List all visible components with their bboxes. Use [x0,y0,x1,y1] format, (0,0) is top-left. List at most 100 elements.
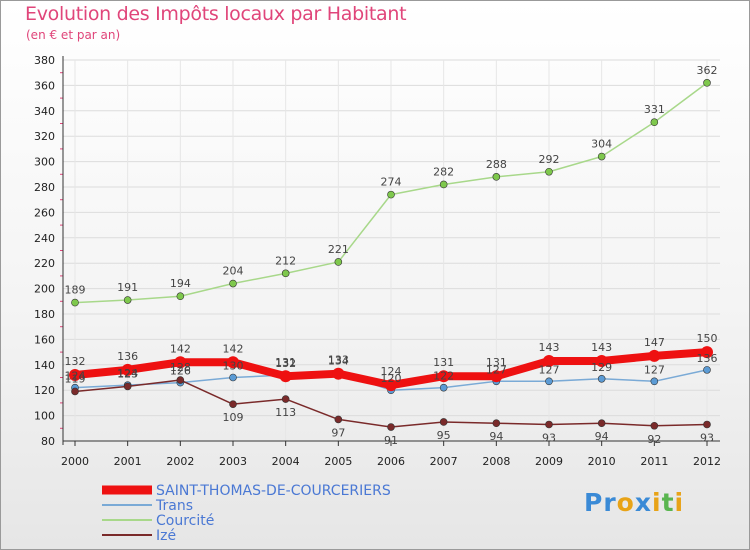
x-tick-label: 2005 [324,455,352,468]
y-tick-label: 200 [34,283,55,296]
data-label: 126 [170,365,191,378]
data-point [385,379,397,392]
y-tick-label: 260 [34,206,55,219]
y-tick-label: 280 [34,181,55,194]
y-tick-label: 140 [34,359,55,372]
data-point [439,418,448,426]
data-point [545,377,553,386]
data-point [229,373,237,382]
data-point [545,167,553,176]
data-label: 212 [275,254,296,267]
y-tick-label: 340 [34,105,55,118]
data-label: 143 [539,341,560,354]
data-label: 127 [486,363,507,376]
data-label: 129 [591,361,612,374]
data-point [229,400,237,408]
legend-label: SAINT-THOMAS-DE-COURCERIERS [156,483,391,499]
data-label: 142 [223,342,244,355]
data-label: 124 [65,370,86,383]
y-tick-label: 100 [34,410,55,423]
data-label: 109 [223,411,244,424]
x-tick-label: 2011 [640,455,668,468]
data-label: 128 [170,361,191,374]
data-label: 93 [542,431,556,444]
data-label: 113 [275,406,296,419]
data-point [439,180,448,189]
data-point [492,173,501,181]
data-point [595,354,608,367]
data-point [176,292,185,301]
data-point [176,376,185,384]
data-label: 142 [170,342,191,355]
data-label: 191 [117,281,138,294]
data-label: 147 [644,336,665,349]
data-point [281,269,290,278]
x-tick-label: 2001 [114,455,142,468]
data-point [492,419,501,428]
logo-letter: P [584,488,604,517]
x-tick-label: 2004 [272,455,300,468]
data-label: 97 [331,426,345,439]
data-point [281,395,290,403]
data-label: 131 [275,356,296,369]
data-label: 132 [275,357,296,370]
data-point [71,387,79,396]
data-point [650,118,659,127]
data-point [701,346,713,359]
data-label: 132 [65,355,86,368]
y-tick-label: 80 [41,435,55,448]
data-label: 123 [117,367,138,380]
data-label: 282 [433,165,454,178]
y-tick-label: 220 [34,257,55,270]
logo-letter: o [616,488,635,517]
data-label: 133 [328,354,349,367]
data-label: 94 [595,430,609,443]
logo-letter: r [603,488,617,517]
data-label: 91 [384,434,398,447]
y-tick-label: 120 [34,384,55,397]
data-label: 304 [591,138,612,151]
legend-label: Izé [156,528,176,544]
data-point [334,415,343,424]
data-label: 288 [486,158,507,171]
data-point [597,374,606,383]
data-label: 221 [328,243,349,256]
data-point [69,368,81,381]
x-tick-label: 2003 [219,455,247,468]
data-point [334,258,343,266]
x-tick-label: 2012 [693,455,721,468]
data-point [703,366,711,374]
data-point [227,356,239,369]
data-point [650,377,659,386]
data-point [597,152,606,161]
data-point [437,370,450,383]
data-point [121,363,134,376]
data-label: 93 [700,431,714,444]
x-tick-label: 2000 [61,455,89,468]
x-tick-label: 2006 [377,455,405,468]
y-tick-label: 380 [34,54,55,67]
data-point [174,356,187,369]
logo-letter: i [674,488,685,517]
data-label: 127 [644,363,665,376]
data-label: 92 [647,433,661,446]
y-tick-label: 360 [34,79,55,92]
data-point [545,420,553,429]
data-label: 120 [381,372,402,385]
data-label: 122 [433,370,454,383]
data-label: 189 [65,284,86,297]
x-tick-label: 2008 [482,455,510,468]
data-point [650,421,659,430]
data-point [229,279,237,288]
data-label: 143 [591,341,612,354]
data-label: 274 [381,176,402,189]
data-label: 131 [433,356,454,369]
data-label: 362 [697,64,718,77]
data-point [123,382,132,391]
data-point [490,370,503,383]
data-point [332,367,345,380]
data-label: 127 [539,363,560,376]
data-point [387,190,395,199]
data-label: 136 [697,352,718,365]
